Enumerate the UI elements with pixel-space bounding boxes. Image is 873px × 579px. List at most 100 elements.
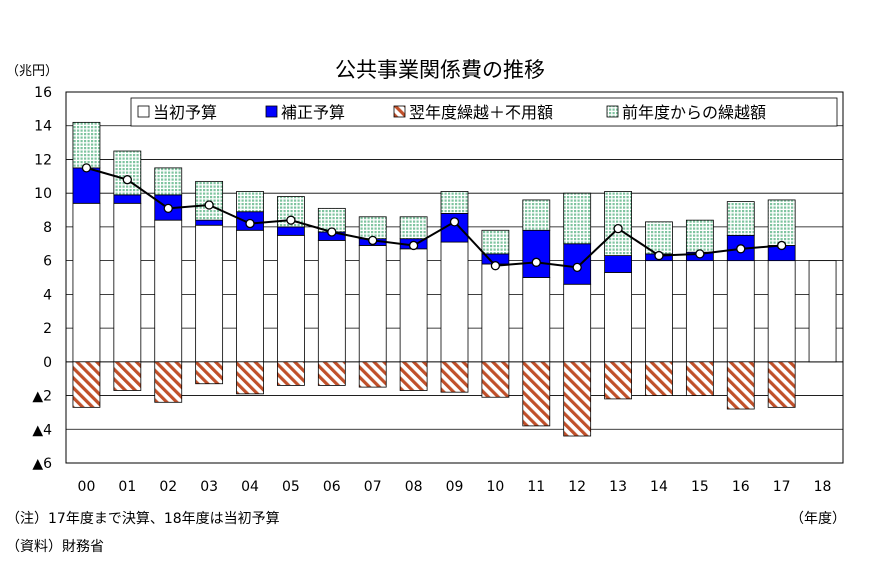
y-tick-label: 16 <box>34 85 52 101</box>
x-tick-label: 16 <box>732 479 750 495</box>
bar-carryover-out <box>440 361 469 393</box>
x-tick-label: 06 <box>323 479 341 495</box>
bar-carryover-in <box>358 216 387 240</box>
bar-carryover-out <box>481 361 510 398</box>
bar-supplementary-budget <box>195 219 224 226</box>
chart-source: （資料）財務省 <box>6 539 104 555</box>
bar-carryover-out <box>317 361 346 386</box>
bar-initial-budget <box>726 260 755 363</box>
x-tick-label: 04 <box>241 479 259 495</box>
settled-point <box>654 250 664 261</box>
y-tick-label: ▲6 <box>32 456 52 472</box>
settled-line <box>81 163 787 273</box>
legend-swatch <box>265 105 278 118</box>
settled-point <box>736 244 746 254</box>
bar-initial-budget <box>277 234 305 363</box>
bar-initial-budget <box>604 272 632 363</box>
bar-initial-budget <box>236 229 264 363</box>
settled-point <box>204 200 214 210</box>
bar-carryover-in <box>440 191 469 214</box>
bar-supplementary-budget <box>604 255 632 273</box>
bar-carryover-in <box>113 150 142 196</box>
x-tick-label: 09 <box>446 479 464 495</box>
bar-initial-budget <box>317 239 346 363</box>
x-tick-label: 00 <box>78 479 96 495</box>
y-tick-label: 2 <box>43 321 52 337</box>
y-tick-label: 10 <box>34 186 52 202</box>
settled-point <box>531 257 541 267</box>
bar-initial-budget <box>154 219 183 363</box>
legend-swatch <box>393 105 406 118</box>
bar-carryover-out <box>685 361 714 396</box>
y-tick-label: 8 <box>43 220 52 236</box>
x-tick-label: 08 <box>405 479 423 495</box>
bar-carryover-out <box>277 361 305 386</box>
settled-point <box>449 217 460 227</box>
legend-label: 当初予算 <box>153 103 217 122</box>
bar-initial-budget <box>522 277 551 363</box>
settled-point <box>572 262 582 273</box>
bar-initial-budget <box>481 263 510 363</box>
settled-line-path <box>86 166 782 269</box>
y-tick-label: ▲2 <box>32 389 52 405</box>
bars <box>72 121 837 437</box>
legend-label: 前年度からの繰越額 <box>622 103 766 122</box>
x-tick-label: 17 <box>773 479 791 495</box>
settled-point <box>490 261 501 271</box>
y-tick-label: 12 <box>34 152 52 168</box>
bar-carryover-out <box>604 361 632 400</box>
legend-box <box>130 97 838 127</box>
bar-carryover-out <box>358 361 387 388</box>
legend-swatch <box>137 105 150 118</box>
x-tick-label: 14 <box>650 479 668 495</box>
settled-point <box>286 215 296 225</box>
x-tick-label: 18 <box>814 479 832 495</box>
bar-carryover-in <box>399 216 428 240</box>
settled-point <box>327 227 337 237</box>
settled-point <box>81 163 92 173</box>
x-axis-unit-label: （年度） <box>790 511 846 527</box>
bar-carryover-out <box>645 361 673 396</box>
settled-point <box>368 235 378 246</box>
x-tick-label: 03 <box>200 479 218 495</box>
bar-initial-budget <box>645 260 673 363</box>
bar-carryover-out <box>522 361 551 427</box>
x-tick-label: 01 <box>118 479 136 495</box>
bar-carryover-out <box>72 361 101 408</box>
bar-carryover-out <box>767 361 796 408</box>
x-tick-label: 15 <box>691 479 709 495</box>
bar-carryover-in <box>685 219 714 253</box>
settled-point <box>777 240 787 251</box>
x-tick-label: 12 <box>568 479 586 495</box>
bar-carryover-in <box>236 191 264 213</box>
bar-initial-budget <box>767 260 796 363</box>
bar-carryover-in <box>604 191 632 256</box>
legend-label: 補正予算 <box>281 103 345 122</box>
chart-title: 公共事業関係費の推移 <box>335 58 545 82</box>
y-tick-label: 14 <box>34 119 52 135</box>
bar-initial-budget <box>358 245 387 363</box>
x-tick-label: 05 <box>282 479 300 495</box>
bar-carryover-out <box>154 361 183 403</box>
bar-carryover-in <box>563 192 592 245</box>
settled-point <box>613 223 623 234</box>
bar-carryover-out <box>399 361 428 391</box>
bar-carryover-out <box>563 361 592 437</box>
bar-initial-budget <box>440 241 469 363</box>
legend: 当初予算 補正予算 翌年度繰越＋不用額 前年度からの繰越額 <box>130 97 838 127</box>
settled-point <box>245 218 255 229</box>
legend-swatch <box>606 105 619 118</box>
bar-carryover-in <box>522 199 551 231</box>
bar-carryover-out <box>726 361 755 410</box>
x-tick-label: 10 <box>486 479 504 495</box>
bar-carryover-in <box>726 201 755 236</box>
bar-supplementary-budget <box>72 167 101 204</box>
bar-supplementary-budget <box>522 229 551 278</box>
y-tick-label: 6 <box>43 254 52 270</box>
bar-carryover-out <box>113 361 142 391</box>
bar-initial-budget <box>685 260 714 363</box>
x-tick-label: 13 <box>609 479 627 495</box>
y-tick-label: 0 <box>43 355 52 371</box>
y-tick-label: 4 <box>43 287 52 303</box>
